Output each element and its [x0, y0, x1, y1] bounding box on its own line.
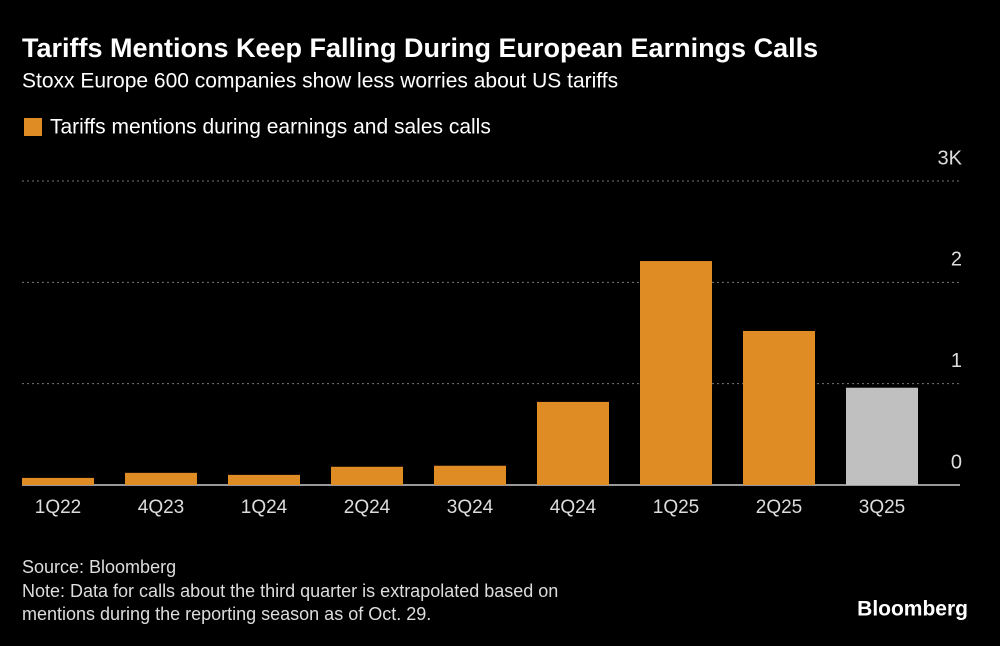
x-tick-label: 3Q24 — [447, 497, 494, 518]
y-tick-label: 2 — [951, 249, 962, 271]
bar — [228, 474, 300, 485]
x-tick-label: 4Q24 — [550, 497, 597, 518]
y-tick-label: 1 — [951, 350, 962, 372]
note: mentions during the reporting season as … — [22, 604, 431, 624]
chart-subtitle: Stoxx Europe 600 companies show less wor… — [22, 70, 618, 93]
x-tick-label: 1Q25 — [653, 497, 699, 518]
chart-title: Tariffs Mentions Keep Falling During Eur… — [22, 33, 818, 63]
bar — [846, 387, 918, 485]
note: Note: Data for calls about the third qua… — [22, 581, 558, 601]
source: Source: Bloomberg — [22, 557, 176, 577]
x-tick-label: 2Q25 — [756, 497, 802, 518]
bar — [743, 330, 815, 485]
brand: Bloomberg — [857, 598, 968, 621]
bar — [331, 466, 403, 485]
bar — [434, 465, 506, 485]
x-tick-label: 3Q25 — [859, 497, 905, 518]
bar — [537, 401, 609, 485]
bar — [640, 261, 712, 485]
bar — [22, 477, 94, 485]
legend-label: Tariffs mentions during earnings and sal… — [50, 116, 491, 139]
y-tick-label: 0 — [951, 451, 962, 473]
x-tick-label: 2Q24 — [344, 497, 391, 518]
x-tick-label: 4Q23 — [138, 497, 184, 518]
x-tick-label: 1Q22 — [35, 497, 81, 518]
bar — [125, 472, 197, 485]
legend-swatch — [24, 118, 42, 136]
x-tick-label: 1Q24 — [241, 497, 288, 518]
y-tick-label: 3K — [938, 147, 963, 169]
